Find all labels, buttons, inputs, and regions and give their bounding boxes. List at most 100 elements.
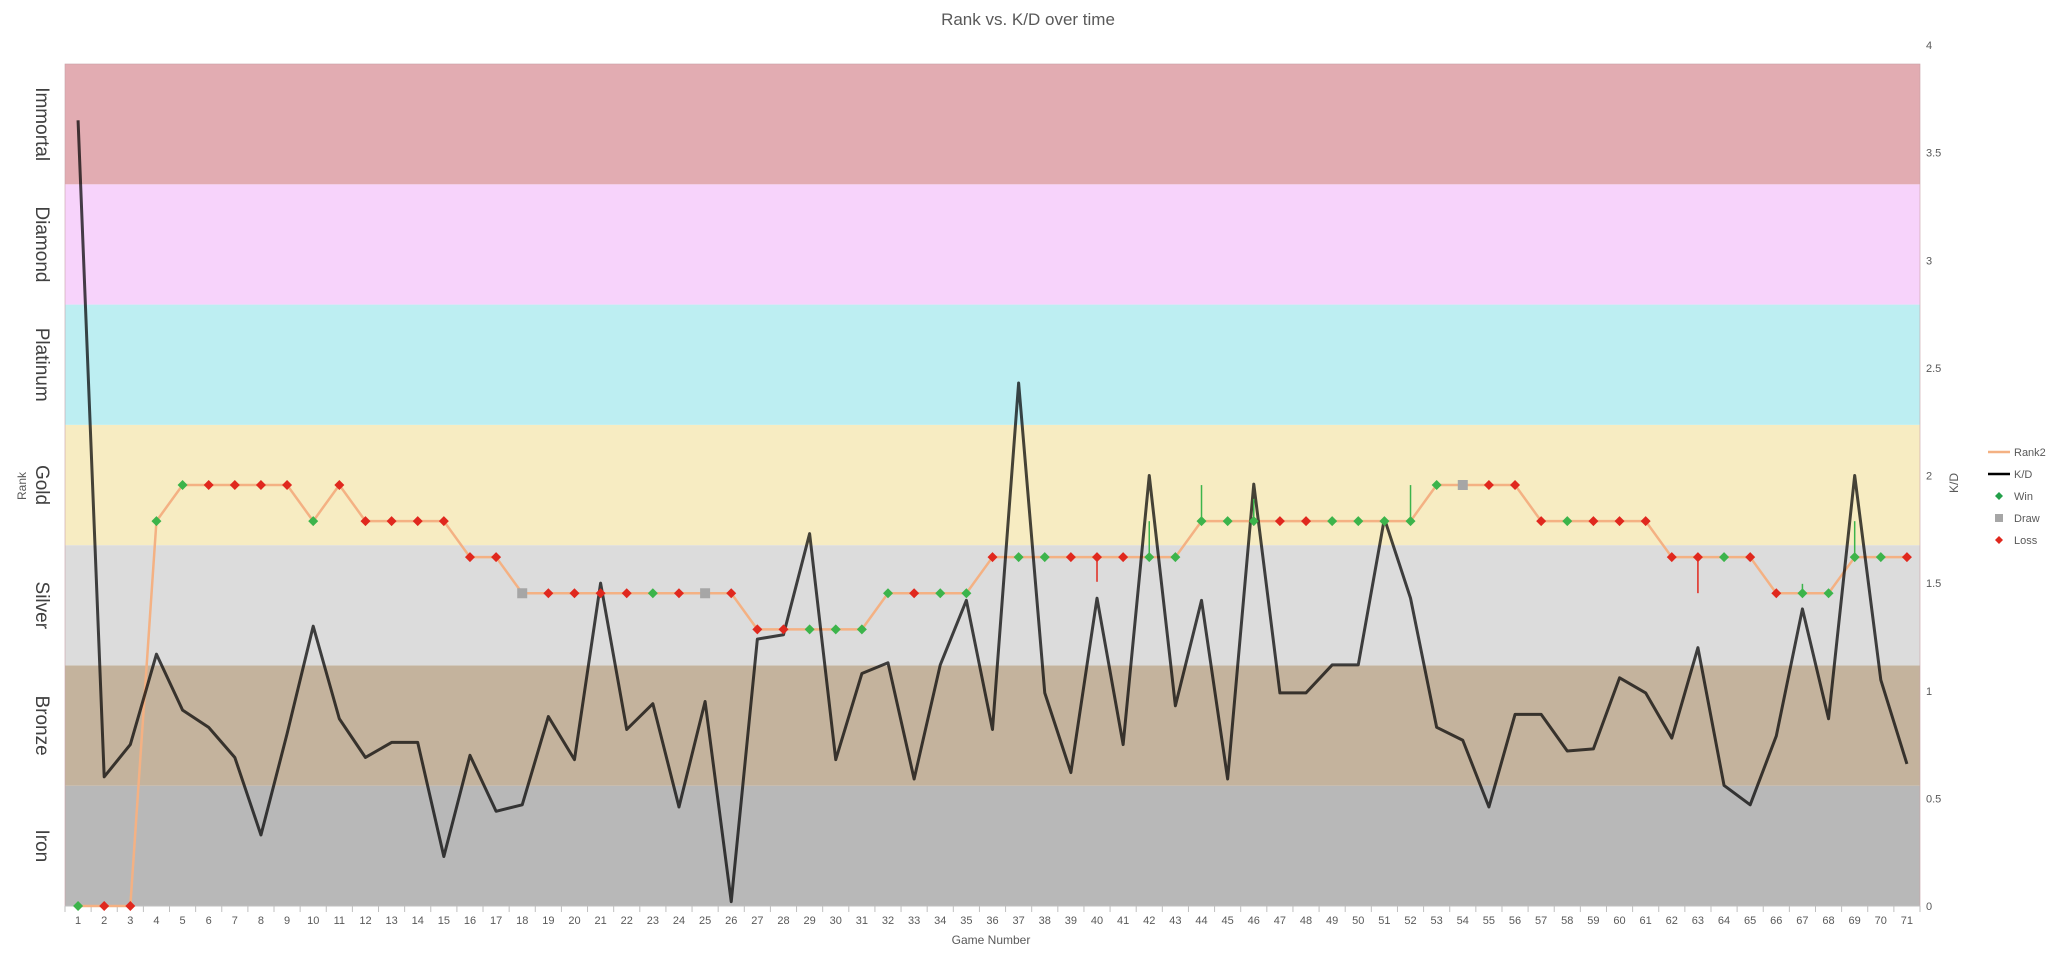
y2-tick-label: 3 [1926, 255, 1932, 267]
marker-win [73, 901, 84, 911]
marker-loss [412, 516, 423, 527]
marker-loss [1118, 552, 1129, 563]
marker-loss [1274, 516, 1285, 527]
x-tick-label: 28 [777, 915, 789, 927]
x-tick-label: 20 [568, 915, 580, 927]
marker-loss [386, 516, 397, 527]
marker-loss [1745, 552, 1756, 563]
x-tick-label: 11 [334, 915, 345, 927]
x-tick-label: 55 [1483, 915, 1495, 927]
marker-win [1849, 552, 1860, 563]
x-axis-title: Game Number [952, 933, 1031, 947]
x-tick-label: 30 [830, 915, 842, 927]
x-tick-label: 8 [258, 915, 264, 927]
marker-win [1222, 516, 1233, 527]
y2-tick-label: 4 [1926, 40, 1932, 52]
x-tick-label: 53 [1431, 915, 1443, 927]
marker-loss [1640, 516, 1651, 527]
x-tick-label: 15 [438, 915, 450, 927]
right-y-axis: 0 0.5 1 1.5 2 2.5 3 3.5 4 [1926, 40, 1941, 913]
x-tick-label: 52 [1404, 915, 1416, 927]
legend-label-rank2: Rank2 [2014, 447, 2046, 459]
rank-band-label-silver: Silver [31, 582, 52, 630]
x-tick-label: 17 [490, 915, 502, 927]
x-tick-label: 56 [1509, 915, 1521, 927]
legend-swatch-draw [1995, 514, 2003, 522]
marker-win [1562, 516, 1573, 527]
marker-loss [1901, 552, 1912, 563]
legend-label-kd: K/D [2014, 469, 2032, 481]
x-tick-label: 33 [908, 915, 920, 927]
marker-draw [700, 588, 711, 599]
marker-win [935, 588, 946, 599]
series-line-kd [76, 120, 1909, 904]
x-tick-label: 16 [464, 915, 476, 927]
legend-swatch-win [1995, 492, 2003, 500]
marker-win [1248, 516, 1259, 527]
marker-loss [229, 480, 240, 490]
marker-win [647, 588, 658, 599]
marker-win [830, 624, 841, 635]
x-tick-label: 69 [1849, 915, 1861, 927]
marker-win [1719, 552, 1730, 563]
marker-loss [595, 588, 606, 599]
rank-band-gold [65, 424, 1920, 546]
x-tick-label: 40 [1091, 915, 1103, 927]
x-tick-label: 21 [594, 915, 606, 927]
rank-band-label-diamond: Diamond [31, 206, 52, 282]
x-tick-label: 27 [751, 915, 763, 927]
x-axis: 1 2 3 4 5 6 7 8 9 10 11 12 13 14 15 16 17 18 19 20 21 22 23 24 2… [64, 905, 1921, 927]
marker-win [1823, 588, 1834, 599]
marker-loss [1483, 480, 1494, 490]
x-tick-label: 24 [673, 915, 685, 927]
marker-win [882, 588, 893, 599]
marker-win [804, 624, 815, 635]
x-tick-label: 50 [1352, 915, 1364, 927]
marker-loss [778, 624, 789, 635]
x-tick-label: 60 [1613, 915, 1625, 927]
x-tick-label: 4 [153, 915, 159, 927]
rank-band-label-immortal: Immortal [31, 87, 52, 161]
rank-band-label-platinum: Platinum [31, 328, 52, 402]
x-tick-label: 71 [1901, 915, 1913, 927]
x-tick-label: 25 [699, 915, 711, 927]
x-tick-label: 34 [934, 915, 946, 927]
marker-loss [1588, 516, 1599, 527]
x-tick-label: 45 [1222, 915, 1234, 927]
rank-bands: Iron Bronze Silver Gold Platinum Diamond Immor… [31, 63, 1921, 907]
x-tick-label: 62 [1666, 915, 1678, 927]
x-tick-label: 36 [986, 915, 998, 927]
x-tick-label: 29 [803, 915, 815, 927]
x-tick-label: 38 [1039, 915, 1051, 927]
x-tick-label: 54 [1457, 915, 1469, 927]
marker-win [1797, 588, 1808, 599]
marker-draw [1457, 480, 1468, 490]
x-tick-label: 63 [1692, 915, 1704, 927]
marker-win [1405, 516, 1416, 527]
marker-loss [987, 552, 998, 563]
marker-loss [909, 588, 920, 599]
marker-loss [1536, 516, 1547, 527]
x-tick-label: 10 [307, 915, 319, 927]
x-tick-label: 41 [1117, 915, 1129, 927]
right-y-axis-title: K/D [1947, 473, 1961, 493]
marker-loss [99, 901, 110, 911]
x-tick-label: 1 [75, 915, 81, 927]
x-tick-label: 9 [284, 915, 290, 927]
rank-band-label-gold: Gold [31, 465, 52, 505]
x-tick-label: 66 [1770, 915, 1782, 927]
x-tick-label: 18 [516, 915, 528, 927]
x-tick-label: 68 [1822, 915, 1834, 927]
x-tick-label: 26 [725, 915, 737, 927]
marker-loss [438, 516, 449, 527]
marker-win [1379, 516, 1390, 527]
marker-win [1353, 516, 1364, 527]
x-tick-label: 5 [180, 915, 186, 927]
x-tick-label: 58 [1561, 915, 1573, 927]
x-tick-label: 51 [1378, 915, 1390, 927]
legend-swatch-loss [1995, 536, 2003, 544]
legend: Rank2 K/D Win Draw Loss [1988, 447, 2046, 547]
y2-tick-label: 0 [1926, 901, 1932, 913]
x-tick-label: 59 [1587, 915, 1599, 927]
